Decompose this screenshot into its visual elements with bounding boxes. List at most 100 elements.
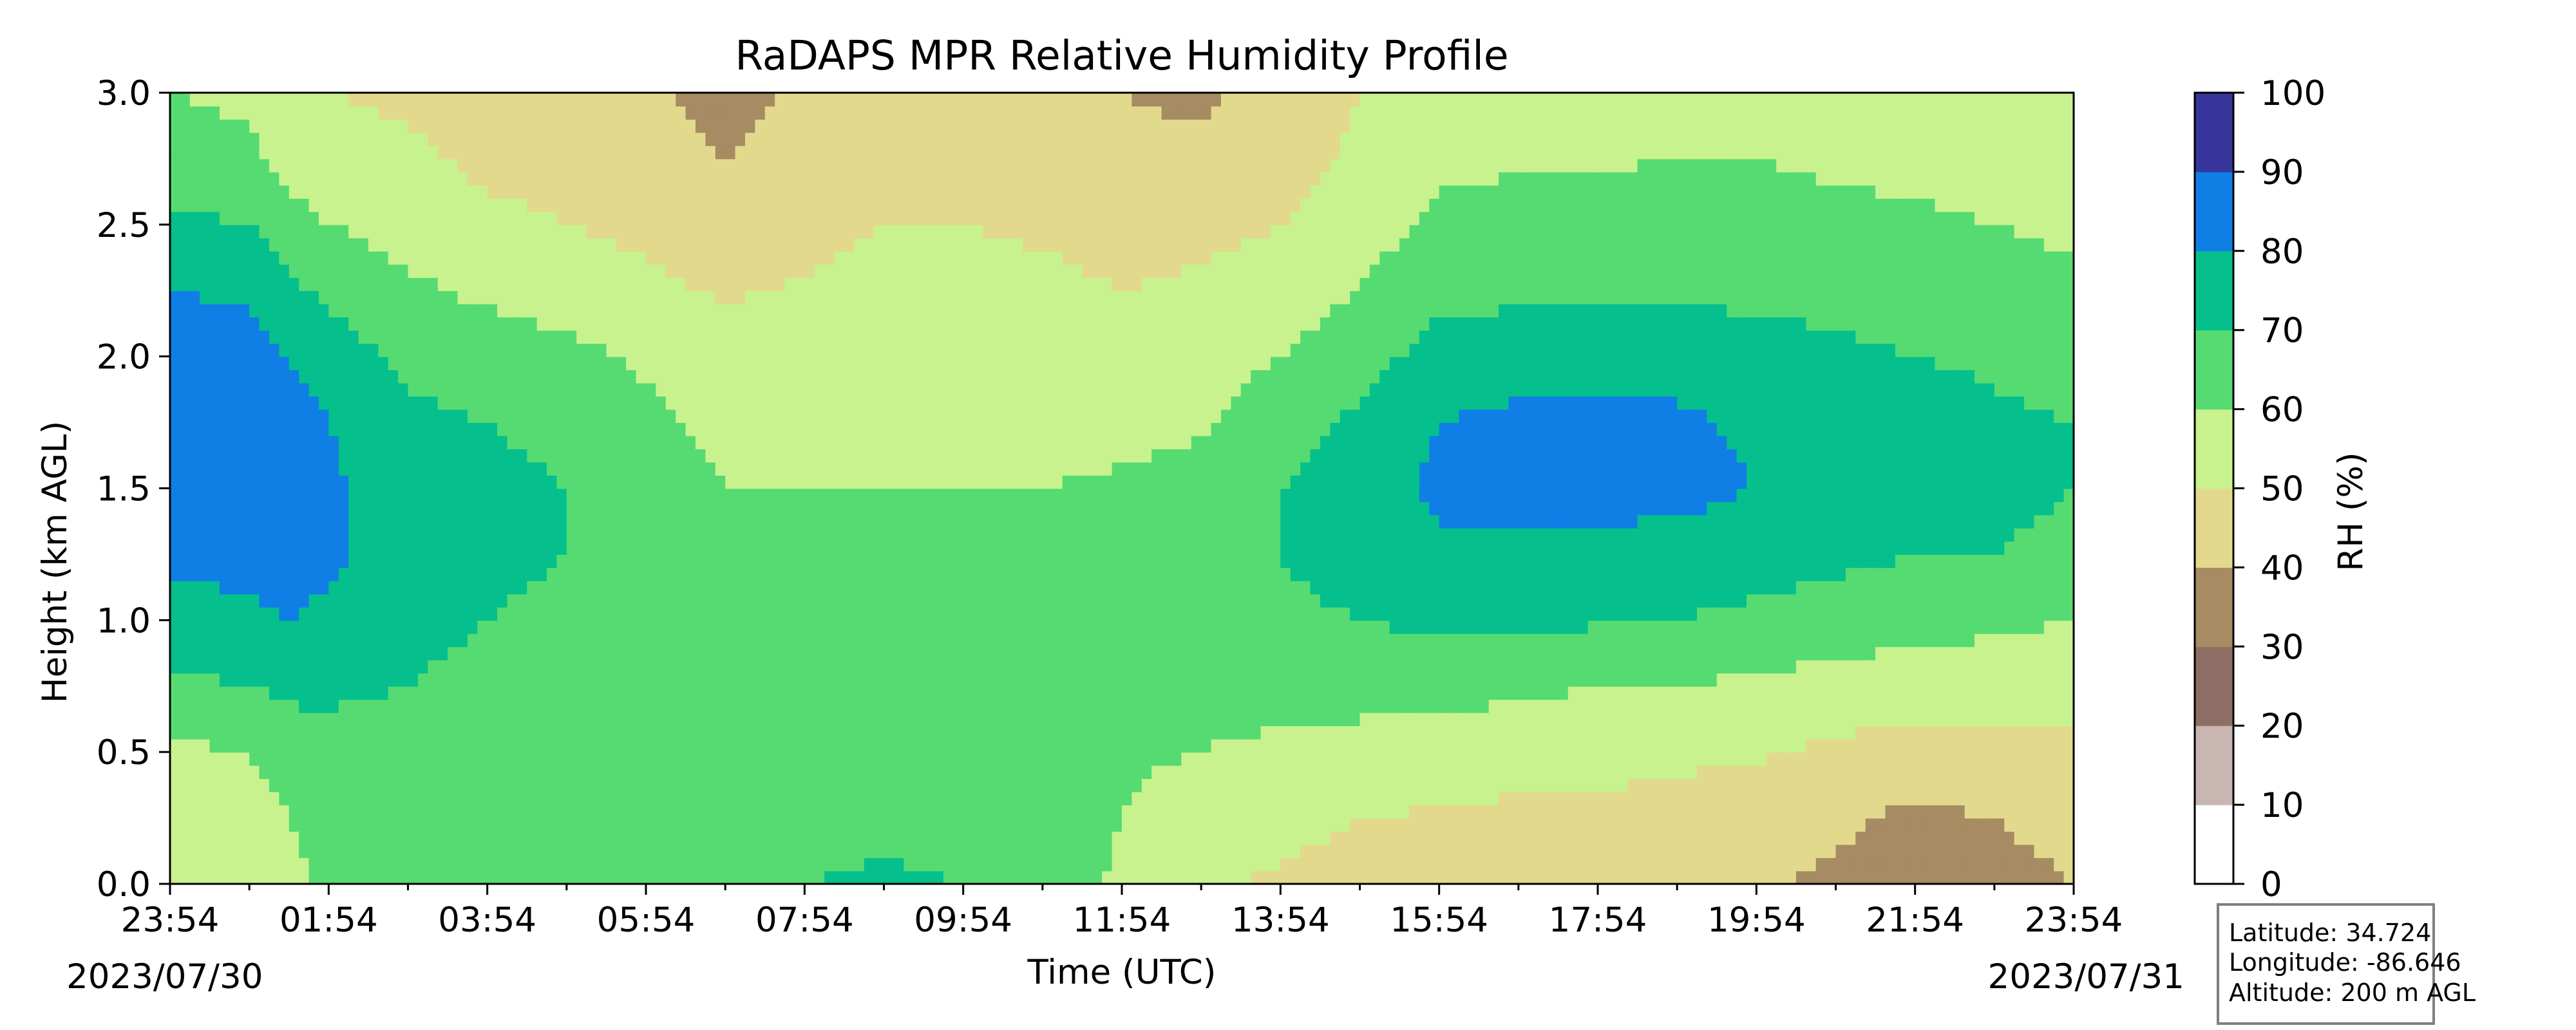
- rh-cell: [626, 132, 637, 146]
- rh-cell: [794, 818, 806, 832]
- rh-cell: [874, 422, 885, 436]
- rh-cell: [269, 198, 280, 212]
- rh-cell: [249, 409, 260, 423]
- rh-cell: [864, 791, 875, 805]
- rh-cell: [586, 185, 597, 199]
- rh-cell: [200, 805, 211, 819]
- rh-cell: [814, 198, 826, 212]
- rh-cell: [755, 554, 766, 568]
- rh-cell: [428, 171, 439, 186]
- rh-cell: [428, 620, 439, 634]
- rh-cell: [249, 594, 260, 608]
- rh-cell: [824, 449, 835, 463]
- rh-cell: [566, 646, 578, 660]
- rh-cell: [408, 831, 419, 845]
- rh-cell: [775, 738, 786, 753]
- rh-cell: [973, 818, 984, 832]
- rh-cell: [299, 686, 310, 700]
- rh-cell: [685, 633, 696, 648]
- rh-cell: [656, 330, 667, 344]
- rh-cell: [764, 527, 776, 542]
- rh-cell: [923, 238, 934, 252]
- rh-cell: [170, 238, 181, 252]
- rh-cell: [943, 554, 954, 568]
- rh-cell: [487, 132, 498, 146]
- rh-cell: [448, 659, 459, 674]
- rh-cell: [744, 699, 756, 713]
- rh-cell: [973, 620, 984, 634]
- rh-cell: [219, 118, 231, 133]
- rh-cell: [428, 93, 439, 107]
- rh-cell: [904, 488, 914, 502]
- rh-cell: [824, 488, 835, 502]
- rh-cell: [289, 805, 300, 819]
- rh-cell: [616, 211, 627, 225]
- rh-cell: [457, 158, 468, 173]
- rh-cell: [943, 250, 954, 265]
- rh-cell: [685, 343, 696, 357]
- rh-cell: [824, 844, 835, 858]
- rh-cell: [983, 317, 994, 331]
- rh-cell: [209, 594, 220, 608]
- rh-cell: [884, 370, 895, 384]
- rh-cell: [338, 449, 350, 463]
- rh-cell: [467, 250, 478, 265]
- rh-cell: [983, 422, 994, 436]
- rh-cell: [646, 501, 657, 516]
- rh-cell: [180, 686, 191, 700]
- rh-cell: [963, 686, 974, 700]
- rh-cell: [507, 778, 518, 792]
- rh-cell: [378, 185, 389, 199]
- rh-cell: [516, 264, 528, 278]
- rh-cell: [219, 633, 231, 648]
- rh-cell: [358, 145, 369, 160]
- rh-cell: [685, 699, 696, 713]
- rh-cell: [923, 844, 934, 858]
- rh-cell: [834, 224, 845, 239]
- rh-cell: [923, 594, 934, 608]
- rh-cell: [368, 699, 379, 713]
- rh-cell: [606, 752, 617, 766]
- rh-cell: [844, 831, 855, 845]
- rh-cell: [646, 382, 657, 397]
- rh-cell: [636, 158, 647, 173]
- rh-cell: [794, 831, 806, 845]
- rh-cell: [893, 527, 905, 542]
- rh-cell: [556, 118, 567, 133]
- rh-cell: [923, 527, 934, 542]
- rh-cell: [408, 844, 419, 858]
- rh-cell: [904, 527, 914, 542]
- rh-cell: [794, 132, 806, 146]
- rh-cell: [507, 250, 518, 265]
- rh-cell: [814, 620, 826, 634]
- rh-cell: [755, 580, 766, 595]
- rh-cell: [764, 277, 776, 292]
- rh-cell: [200, 514, 211, 529]
- rh-cell: [626, 844, 637, 858]
- rh-cell: [874, 118, 885, 133]
- rh-cell: [586, 765, 597, 780]
- rh-cell: [189, 211, 201, 225]
- rh-cell: [705, 330, 716, 344]
- rh-cell: [834, 488, 845, 502]
- rh-cell: [636, 118, 647, 133]
- rh-cell: [933, 712, 944, 727]
- rh-cell: [676, 317, 687, 331]
- rh-cell: [884, 501, 895, 516]
- rh-cell: [180, 356, 191, 371]
- rh-cell: [547, 264, 558, 278]
- rh-cell: [695, 501, 706, 516]
- rh-cell: [834, 396, 845, 410]
- rh-cell: [834, 343, 845, 357]
- rh-cell: [448, 93, 459, 107]
- rh-cell: [200, 606, 211, 621]
- rh-cell: [725, 409, 736, 423]
- rh-cell: [834, 791, 845, 805]
- rh-cell: [368, 290, 379, 304]
- rh-cell: [973, 475, 984, 489]
- rh-cell: [497, 488, 508, 502]
- rh-cell: [507, 185, 518, 199]
- rh-cell: [913, 646, 924, 660]
- rh-cell: [715, 343, 726, 357]
- rh-cell: [676, 343, 687, 357]
